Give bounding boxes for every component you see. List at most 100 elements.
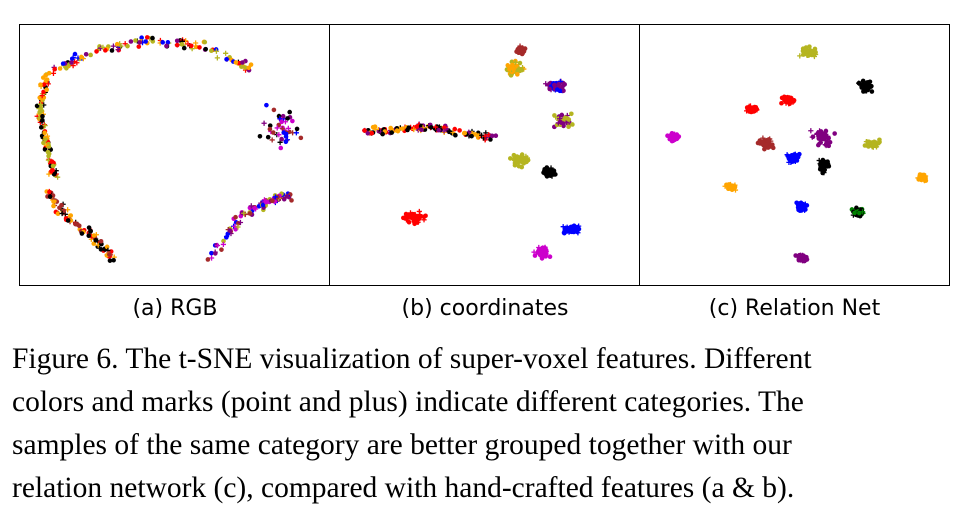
point-marker (519, 67, 525, 73)
plus-marker (235, 224, 241, 230)
panel-relation-net (639, 24, 950, 286)
point-marker (227, 228, 233, 233)
point-marker (224, 57, 229, 62)
plus-marker (512, 59, 518, 65)
plus-marker (280, 126, 286, 132)
point-marker (570, 122, 575, 127)
point-marker (825, 161, 831, 167)
point-marker (804, 203, 810, 208)
point-marker (566, 124, 571, 130)
figure-caption: Figure 6. The t-SNE visualization of sup… (12, 338, 967, 510)
point-marker (271, 130, 276, 135)
point-marker (104, 244, 110, 250)
plus-marker (920, 173, 926, 179)
plus-marker (824, 140, 830, 146)
point-marker (552, 113, 557, 118)
point-marker (759, 139, 765, 145)
point-marker (45, 149, 51, 155)
point-marker (103, 48, 108, 53)
point-marker (37, 109, 42, 115)
point-marker (408, 215, 414, 220)
point-marker (267, 126, 273, 132)
point-marker (453, 132, 458, 138)
plus-marker (805, 48, 811, 54)
plus-marker (565, 225, 572, 232)
point-marker (287, 109, 292, 115)
panel-rgb (19, 24, 331, 286)
point-marker (279, 136, 284, 142)
point-marker (209, 48, 214, 54)
point-marker (823, 128, 829, 134)
plus-marker (432, 124, 439, 130)
point-marker (98, 247, 104, 252)
point-marker (271, 107, 277, 113)
point-marker (861, 88, 866, 94)
point-marker (820, 170, 825, 176)
plus-marker (223, 50, 229, 56)
point-marker (150, 39, 156, 44)
point-marker (69, 60, 74, 65)
plus-marker (817, 161, 823, 167)
point-marker (566, 117, 572, 122)
point-marker (150, 35, 155, 41)
point-marker (279, 119, 284, 125)
point-marker (810, 134, 816, 140)
point-marker (165, 40, 171, 45)
plus-marker (483, 130, 489, 136)
plus-marker (860, 78, 866, 85)
plus-marker (237, 219, 244, 226)
point-marker (284, 194, 290, 199)
plus-marker (261, 120, 267, 126)
point-marker (869, 89, 875, 94)
plus-marker (763, 142, 769, 149)
plus-marker (269, 137, 275, 143)
point-marker (541, 170, 546, 175)
point-marker (111, 257, 116, 263)
point-marker (816, 135, 822, 140)
plus-marker (193, 40, 199, 46)
point-marker (219, 247, 224, 252)
caption-line: samples of the same category are better … (12, 429, 792, 461)
point-marker (243, 65, 248, 70)
point-marker (813, 49, 818, 55)
point-marker (276, 113, 282, 119)
point-marker (388, 125, 393, 131)
plus-marker (213, 48, 220, 54)
scatter-plot-rgb (34, 35, 304, 263)
plus-marker (110, 43, 117, 49)
plus-marker (416, 208, 422, 215)
point-marker (779, 100, 784, 106)
point-marker (283, 139, 289, 145)
point-marker (547, 254, 553, 260)
plus-marker (823, 138, 829, 144)
subfigure-label-c: (c) Relation Net (708, 296, 881, 321)
point-marker (560, 83, 566, 88)
point-marker (832, 131, 837, 136)
point-marker (547, 86, 553, 92)
subfigure-label-b: (b) coordinates (401, 296, 569, 321)
point-marker (60, 61, 66, 66)
point-marker (42, 147, 48, 152)
point-marker (429, 125, 434, 130)
point-marker (436, 127, 442, 133)
point-marker (380, 131, 385, 137)
point-marker (676, 134, 682, 139)
point-marker (133, 38, 138, 43)
point-marker (369, 130, 375, 136)
point-marker (128, 39, 134, 44)
plus-marker (252, 206, 259, 212)
point-marker (40, 113, 45, 119)
plus-marker (214, 55, 220, 61)
plus-marker (220, 241, 226, 248)
point-marker (47, 189, 52, 195)
point-marker (205, 257, 211, 262)
point-marker (65, 218, 71, 223)
plus-marker (208, 255, 215, 261)
point-marker (47, 194, 53, 200)
point-marker (44, 87, 49, 93)
plus-marker (411, 126, 417, 133)
plus-marker (479, 132, 485, 138)
point-marker (40, 75, 46, 80)
point-marker (489, 133, 495, 139)
point-marker (400, 126, 405, 131)
